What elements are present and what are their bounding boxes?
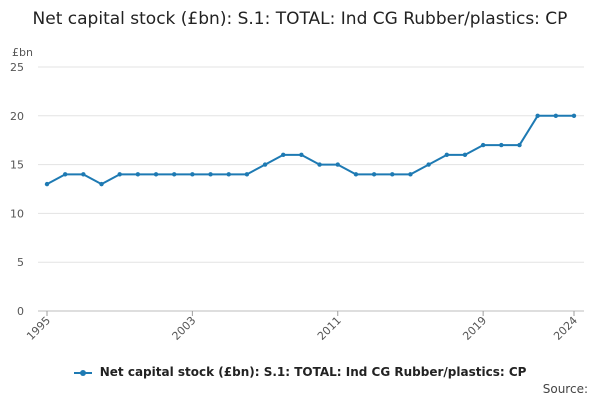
x-tick-label: 2011	[315, 314, 344, 343]
data-point	[99, 181, 104, 187]
y-tick-label: 5	[17, 256, 24, 269]
data-point	[317, 162, 322, 167]
chart-title: Net capital stock (£bn): S.1: TOTAL: Ind…	[0, 8, 600, 30]
data-point	[480, 142, 486, 148]
data-point	[499, 142, 504, 148]
data-point	[299, 152, 304, 158]
data-point	[135, 172, 141, 177]
x-axis: 1995 2003 2011 2019 2024	[24, 311, 580, 343]
y-axis-ticks: 0 5 10 15 20 25	[10, 61, 24, 318]
gridlines	[38, 66, 584, 312]
data-point	[172, 172, 177, 177]
data-point	[462, 152, 468, 158]
data-point	[517, 142, 522, 148]
x-tick-label: 2024	[551, 314, 580, 343]
chart-title-text: Net capital stock (£bn): S.1: TOTAL: Ind…	[32, 9, 568, 29]
data-point	[390, 172, 395, 177]
data-point	[353, 172, 359, 177]
data-point	[426, 162, 431, 167]
data-point	[208, 172, 213, 177]
data-point	[335, 162, 340, 167]
data-point	[553, 113, 559, 119]
legend-label: Net capital stock (£bn): S.1: TOTAL: Ind…	[99, 365, 527, 379]
data-point	[571, 113, 577, 119]
x-tick-label: 1995	[24, 314, 53, 343]
data-point	[153, 172, 159, 177]
data-point	[535, 113, 540, 119]
data-point	[117, 172, 122, 177]
data-point	[81, 172, 86, 177]
data-point	[190, 172, 195, 177]
data-point	[226, 172, 231, 177]
data-point	[281, 152, 286, 158]
source-label: Source:	[542, 382, 588, 396]
y-axis-unit-label: £bn	[12, 46, 33, 59]
data-point	[244, 172, 250, 177]
y-tick-label: 15	[10, 159, 24, 172]
y-tick-label: 25	[10, 61, 24, 74]
data-point	[62, 172, 68, 177]
y-tick-label: 0	[17, 305, 24, 318]
y-tick-label: 20	[10, 110, 24, 123]
y-tick-label: 10	[10, 207, 24, 220]
data-point	[444, 152, 449, 158]
data-point	[408, 172, 413, 177]
legend-swatch	[73, 369, 92, 376]
series-line	[46, 114, 574, 186]
x-tick-label: 2003	[170, 314, 199, 343]
legend: Net capital stock (£bn): S.1: TOTAL: Ind…	[0, 365, 600, 379]
series-layer	[44, 113, 577, 187]
data-point	[44, 181, 50, 187]
data-point	[262, 162, 268, 167]
x-tick-label: 2019	[460, 314, 489, 343]
data-point	[371, 172, 377, 177]
